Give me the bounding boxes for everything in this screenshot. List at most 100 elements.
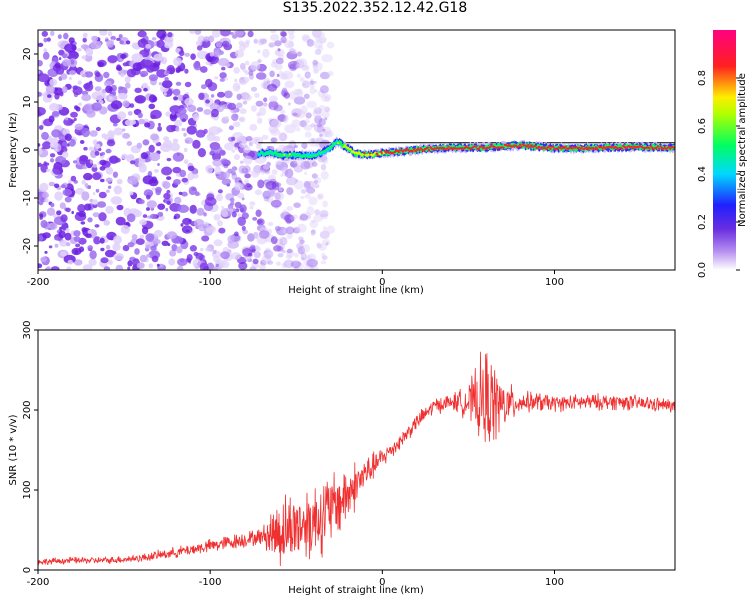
- signal-mark: [422, 149, 425, 152]
- noise-blob: [212, 30, 221, 38]
- noise-blob: [292, 227, 301, 234]
- noise-blob: [273, 104, 283, 112]
- noise-blob: [45, 85, 55, 94]
- noise-blob: [176, 246, 183, 254]
- noise-blob: [219, 78, 225, 82]
- signal-mark: [280, 155, 283, 158]
- noise-blob: [83, 83, 91, 90]
- noise-blob: [78, 102, 82, 106]
- noise-blob: [316, 124, 325, 134]
- noise-blob: [181, 177, 189, 183]
- signal-mark: [428, 149, 431, 152]
- noise-blob: [291, 119, 301, 128]
- noise-blob: [62, 188, 73, 196]
- signal-mark: [518, 143, 522, 146]
- noise-blob: [214, 76, 219, 80]
- noise-blob: [113, 127, 124, 136]
- noise-blob: [175, 126, 180, 132]
- signal-mark: [549, 147, 552, 150]
- bottom-axes-frame: [37, 329, 676, 571]
- noise-blob: [178, 191, 183, 195]
- noise-blob: [255, 100, 264, 107]
- noise-blob: [60, 73, 68, 80]
- noise-blob: [106, 40, 114, 48]
- noise-blob: [65, 207, 71, 213]
- noise-blob: [286, 205, 293, 212]
- noise-blob: [151, 37, 157, 41]
- noise-blob: [204, 196, 217, 207]
- signal-mark: [363, 152, 366, 155]
- noise-blob: [322, 139, 330, 145]
- noise-blob: [95, 188, 100, 193]
- noise-blob: [187, 165, 195, 172]
- noise-blob: [116, 37, 121, 42]
- noise-blob: [71, 210, 74, 215]
- noise-blob: [290, 260, 302, 269]
- noise-blob: [220, 251, 230, 260]
- signal-mark: [631, 147, 635, 150]
- noise-blob: [143, 87, 148, 92]
- noise-blob: [320, 37, 326, 44]
- noise-blob: [105, 177, 113, 183]
- noise-blob: [221, 210, 229, 218]
- noise-blob: [106, 139, 116, 147]
- noise-blob: [310, 219, 316, 224]
- noise-blob: [238, 142, 247, 148]
- noise-blob: [99, 30, 108, 36]
- noise-blob: [221, 104, 229, 109]
- noise-blob: [125, 82, 131, 89]
- noise-blob: [130, 160, 136, 165]
- noise-blob: [309, 265, 315, 269]
- noise-blob: [296, 242, 304, 250]
- noise-blob: [277, 160, 281, 164]
- signal-mark: [276, 152, 279, 155]
- noise-blob: [288, 33, 295, 40]
- noise-blob: [295, 88, 304, 99]
- noise-blob: [216, 193, 223, 202]
- noise-blob: [72, 86, 83, 96]
- signal-mark: [357, 151, 361, 154]
- noise-blob: [70, 59, 75, 65]
- signal-mark: [611, 145, 614, 148]
- noise-blob: [262, 164, 270, 170]
- noise-blob: [307, 180, 315, 188]
- noise-blob: [215, 40, 222, 48]
- noise-blob: [203, 109, 212, 115]
- noise-blob: [42, 191, 49, 199]
- noise-blob: [189, 204, 197, 214]
- noise-blob: [310, 232, 315, 237]
- noise-blob: [92, 192, 96, 196]
- noise-blob: [94, 224, 100, 228]
- noise-blob: [270, 137, 278, 143]
- noise-blob: [108, 95, 114, 101]
- signal-mark: [480, 145, 483, 148]
- noise-blob: [296, 51, 302, 57]
- noise-blob: [303, 124, 313, 131]
- noise-blob: [131, 42, 139, 49]
- noise-blob: [284, 214, 295, 223]
- noise-blob: [56, 210, 62, 216]
- noise-blob: [146, 207, 150, 211]
- noise-blob: [321, 54, 333, 63]
- noise-blob: [62, 59, 71, 67]
- noise-blob: [321, 156, 329, 165]
- noise-blob: [126, 213, 136, 223]
- noise-blob: [105, 245, 111, 250]
- noise-blob: [71, 247, 82, 256]
- noise-blob: [293, 202, 301, 208]
- noise-blob: [64, 117, 69, 121]
- noise-blob: [46, 207, 56, 216]
- noise-blob: [213, 214, 221, 221]
- signal-mark: [525, 145, 529, 148]
- noise-blob: [110, 196, 123, 205]
- noise-blob: [154, 229, 163, 238]
- noise-blob: [101, 133, 107, 139]
- noise-blob: [48, 115, 55, 123]
- y-tick-label: 20: [22, 48, 33, 61]
- noise-blob: [166, 157, 172, 162]
- noise-blob: [254, 244, 260, 250]
- noise-blob: [288, 91, 297, 100]
- noise-blob: [201, 84, 207, 90]
- noise-blob: [151, 187, 156, 191]
- y-tick-label: 300: [22, 320, 33, 339]
